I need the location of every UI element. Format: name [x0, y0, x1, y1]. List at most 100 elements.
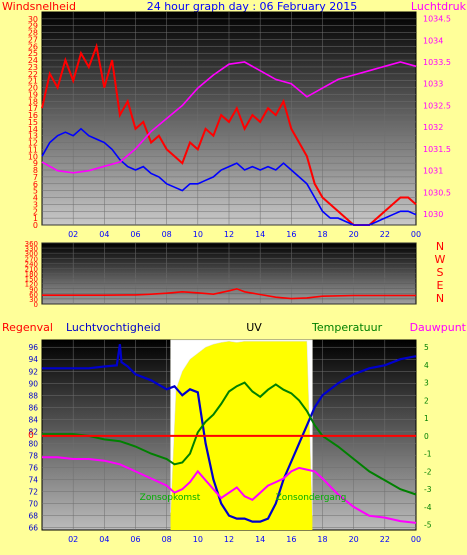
series-wind_avg [41, 127, 417, 226]
chart3-left-tick-label: 66 [28, 524, 38, 533]
legend-regenval: Regenval [2, 321, 53, 334]
chart3-left-tick-label: 80 [28, 439, 38, 448]
chart1-left-tick-label: 22 [28, 70, 38, 79]
compass-label: N [436, 292, 444, 305]
chart1-left-tick-label: 15 [28, 118, 38, 127]
chart3-x-tick-label: 18 [317, 535, 327, 544]
chart1-left-tick-label: 21 [28, 77, 38, 86]
chart2-tick-label: 210 [25, 265, 38, 273]
chart1-right-tick-label: 1030.5 [423, 188, 451, 197]
chart2-tick-label: 30 [29, 296, 38, 304]
chart3-left-tick-label: 86 [28, 403, 38, 412]
chart3-x-tick-label: 14 [255, 535, 265, 544]
chart1-left-tick-label: 13 [28, 132, 38, 141]
chart1-left-tick-label: 20 [28, 84, 38, 93]
legend-uv: UV [246, 321, 262, 334]
chart3-x-tick-label: 12 [224, 535, 234, 544]
sunset-label: Zonsondergang [276, 493, 347, 503]
chart3-left-tick-label: 94 [28, 355, 38, 364]
chart1-x-tick-label: 16 [286, 230, 296, 239]
chart1-left-tick-label: 10 [28, 152, 38, 161]
chart2-tick-label: 120 [25, 281, 38, 289]
chart1-left-tick-label: 24 [28, 56, 38, 65]
chart3-left-tick-label: 88 [28, 391, 38, 400]
chart3-x-tick-label: 20 [349, 535, 359, 544]
chart2-tick-label: 180 [25, 271, 38, 279]
chart3-x-tick-label: 10 [193, 535, 203, 544]
chart2-tick-label: 360 [25, 240, 38, 248]
chart2-tick-label: 300 [25, 250, 38, 258]
chart1-left-tick-label: 19 [28, 90, 38, 99]
chart3-x-tick-label: 22 [380, 535, 390, 544]
chart3-left-tick-label: 90 [28, 379, 38, 388]
chart3-left-tick-label: 92 [28, 367, 38, 376]
compass-label: S [437, 266, 444, 279]
chart3-x-tick-label: 00 [411, 535, 421, 544]
chart3-left-tick-label: 72 [28, 488, 38, 497]
legend-dauwpunt: Dauwpunt [410, 321, 467, 334]
chart1-x-tick-label: 20 [349, 230, 359, 239]
compass-label: N [436, 240, 444, 253]
chart1-left-tick-label: 1 [33, 214, 38, 223]
chart3-x-tick-label: 16 [286, 535, 296, 544]
chart1-left-tick-label: 7 [33, 173, 38, 182]
chart3-left-tick-label: 84 [28, 415, 38, 424]
chart3-right-tick-label: -5 [424, 521, 432, 530]
chart1-left-tick-label: 29 [28, 22, 38, 31]
tick-labels: 0123456789101112131415161718192021222324… [25, 15, 451, 544]
chart1-right-axis-label: Luchtdruk [411, 0, 467, 13]
chart2-tick-label: 150 [25, 276, 38, 284]
uv-area [170, 339, 313, 516]
chart1-left-tick-label: 0 [33, 221, 38, 230]
chart2-tick-label: 90 [29, 286, 38, 294]
chart1-right-tick-label: 1031.5 [423, 145, 451, 154]
chart3-x-tick-label: 06 [130, 535, 140, 544]
chart1-right-tick-label: 1032 [423, 123, 443, 132]
chart1-left-tick-label: 3 [33, 200, 38, 209]
chart3-left-tick-label: 78 [28, 451, 38, 460]
chart1-left-tick-label: 28 [28, 29, 38, 38]
chart3-left-tick-label: 82 [28, 427, 38, 436]
chart1-x-tick-label: 06 [130, 230, 140, 239]
chart1-x-tick-label: 18 [317, 230, 327, 239]
chart1-left-tick-label: 8 [33, 166, 38, 175]
chart1-x-tick-label: 00 [411, 230, 421, 239]
series-temperature [42, 381, 417, 496]
series-humidity [42, 344, 417, 523]
rain-zero-label: 0 [28, 431, 34, 441]
chart3-left-tick-label: 76 [28, 463, 38, 472]
chart3-right-tick-label: 2 [424, 396, 429, 405]
chart1-right-tick-label: 1031 [423, 167, 443, 176]
chart1-left-tick-label: 16 [28, 111, 38, 120]
series-dewpoint [42, 456, 417, 524]
chart1-right-tick-label: 1033.5 [423, 58, 451, 67]
chart1-left-tick-label: 14 [28, 125, 38, 134]
chart3-right-tick-label: 1 [424, 414, 429, 423]
series-lines [41, 42, 417, 524]
chart1-right-tick-label: 1034 [423, 36, 443, 45]
chart3-right-tick-label: 5 [424, 343, 429, 352]
chart1-left-tick-label: 6 [33, 180, 38, 189]
chart3-right-tick-label: -3 [424, 485, 432, 494]
chart1-right-tick-label: 1032.5 [423, 101, 451, 110]
compass-label: E [437, 279, 444, 292]
series-pressure [41, 61, 417, 174]
chart1-left-tick-label: 27 [28, 35, 38, 44]
chart1-left-tick-label: 11 [28, 145, 38, 154]
chart1-left-tick-label: 23 [28, 63, 38, 72]
chart3-left-tick-label: 70 [28, 500, 38, 509]
chart2-tick-label: 330 [25, 245, 38, 253]
chart1-left-axis-label: Windsnelheid [2, 0, 76, 13]
chart1-x-tick-label: 10 [193, 230, 203, 239]
chart1-left-tick-label: 2 [33, 207, 38, 216]
chart3-left-tick-label: 96 [28, 343, 38, 352]
chart1-left-tick-label: 18 [28, 97, 38, 106]
chart2-tick-label: 240 [25, 260, 38, 268]
chart3-left-tick-label: 68 [28, 512, 38, 521]
legend-temperatuur: Temperatuur [311, 321, 383, 334]
chart1-x-tick-label: 02 [68, 230, 78, 239]
chart1-title: 24 hour graph day : 06 February 2015 [147, 0, 358, 13]
chart2-tick-label: 60 [29, 291, 38, 299]
chart1-right-tick-label: 1030 [423, 210, 443, 219]
